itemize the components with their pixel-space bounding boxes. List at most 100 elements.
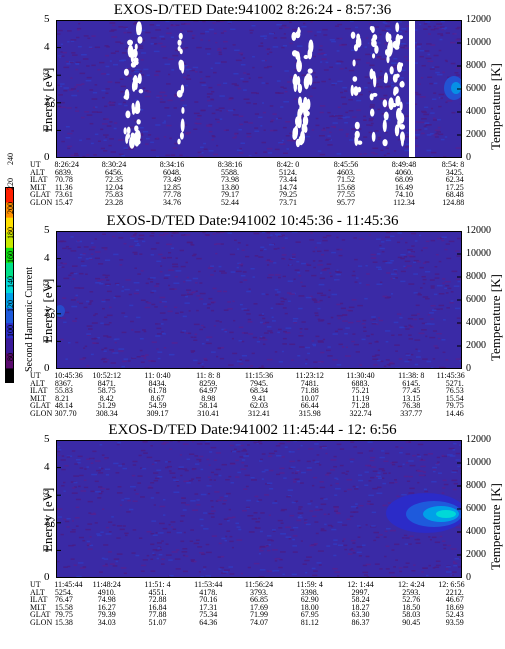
noise-pixel xyxy=(101,73,106,75)
noise-pixel xyxy=(322,28,328,31)
noise-pixel xyxy=(73,475,80,477)
noise-pixel xyxy=(339,248,343,251)
noise-pixel xyxy=(395,350,398,352)
noise-pixel xyxy=(162,527,168,530)
noise-pixel xyxy=(172,263,179,266)
table-cell: 76.38 xyxy=(402,401,421,410)
noise-pixel xyxy=(60,101,65,104)
temperature-tick-label: 6000 xyxy=(466,83,486,94)
noise-pixel xyxy=(185,295,189,298)
noise-pixel xyxy=(186,458,191,461)
noise-pixel xyxy=(441,492,445,494)
noise-pixel xyxy=(63,89,68,92)
noise-pixel xyxy=(334,571,340,573)
noise-pixel xyxy=(92,91,98,94)
noise-pixel xyxy=(381,250,385,253)
noise-pixel xyxy=(226,492,231,495)
noise-pixel xyxy=(319,481,324,483)
table-cell: 34.03 xyxy=(97,617,116,627)
noise-pixel xyxy=(263,35,267,37)
noise-pixel xyxy=(180,41,184,43)
noise-pixel xyxy=(67,145,73,148)
noise-pixel xyxy=(112,24,116,27)
noise-pixel xyxy=(320,529,327,532)
noise-pixel xyxy=(147,278,154,280)
noise-pixel xyxy=(336,248,340,251)
noise-pixel xyxy=(438,93,445,96)
noise-pixel xyxy=(105,283,111,286)
noise-pixel xyxy=(151,290,157,292)
noise-pixel xyxy=(394,479,397,481)
noise-pixel xyxy=(357,304,363,307)
noise-pixel xyxy=(213,325,216,327)
noise-pixel xyxy=(125,75,132,77)
noise-pixel xyxy=(275,294,279,296)
noise-pixel xyxy=(451,270,458,273)
noise-pixel xyxy=(230,28,236,30)
noise-pixel xyxy=(238,263,244,266)
noise-pixel xyxy=(330,275,333,278)
noise-pixel xyxy=(377,136,381,139)
temperature-tick-label: 8000 xyxy=(466,271,486,282)
noise-pixel xyxy=(365,524,368,526)
noise-pixel xyxy=(138,234,145,237)
noise-pixel xyxy=(63,87,69,89)
noise-pixel xyxy=(150,543,155,546)
noise-pixel xyxy=(358,479,364,482)
noise-pixel xyxy=(297,448,300,451)
noise-pixel xyxy=(419,49,425,52)
noise-pixel xyxy=(103,335,109,337)
noise-pixel xyxy=(65,125,70,128)
table-cell: 10.07 xyxy=(300,393,319,403)
noise-pixel xyxy=(197,546,203,548)
noise-pixel xyxy=(260,336,265,339)
noise-pixel xyxy=(151,463,155,466)
noise-pixel xyxy=(437,126,441,129)
noise-pixel xyxy=(423,113,430,116)
noise-pixel xyxy=(216,144,219,147)
noise-pixel xyxy=(376,85,383,88)
table-cell: 11:45:44 xyxy=(54,580,83,589)
noise-pixel xyxy=(78,22,81,25)
table-cell: 74.98 xyxy=(97,595,116,604)
noise-pixel xyxy=(291,359,294,362)
noise-pixel xyxy=(254,152,258,154)
noise-pixel xyxy=(212,22,216,24)
noise-pixel xyxy=(114,81,121,84)
noise-pixel xyxy=(96,336,100,339)
noise-pixel xyxy=(284,26,290,29)
noise-pixel xyxy=(320,253,325,256)
noise-pixel xyxy=(239,123,244,126)
burst-mark xyxy=(298,108,303,116)
noise-pixel xyxy=(376,56,382,59)
noise-pixel xyxy=(183,480,189,483)
noise-pixel xyxy=(253,232,260,235)
noise-pixel xyxy=(131,329,134,331)
noise-pixel xyxy=(220,243,224,245)
noise-pixel xyxy=(340,307,346,310)
noise-pixel xyxy=(207,267,212,270)
noise-pixel xyxy=(436,73,443,76)
noise-pixel xyxy=(435,462,439,465)
noise-pixel xyxy=(86,365,90,367)
noise-pixel xyxy=(114,122,118,124)
noise-pixel xyxy=(292,320,298,322)
noise-pixel xyxy=(383,536,387,538)
noise-pixel xyxy=(109,104,116,106)
noise-pixel xyxy=(431,66,435,69)
noise-pixel xyxy=(116,492,123,494)
noise-pixel xyxy=(227,22,231,24)
noise-pixel xyxy=(213,459,218,461)
noise-pixel xyxy=(156,96,160,98)
noise-pixel xyxy=(233,73,239,75)
noise-pixel xyxy=(259,321,263,324)
noise-pixel xyxy=(170,24,174,26)
noise-pixel xyxy=(453,285,460,287)
noise-pixel xyxy=(334,509,338,511)
noise-pixel xyxy=(254,130,260,132)
noise-pixel xyxy=(168,559,173,561)
noise-pixel xyxy=(226,110,229,112)
table-cell: 34.76 xyxy=(163,197,181,207)
burst-mark xyxy=(350,84,354,97)
noise-pixel xyxy=(430,287,435,289)
